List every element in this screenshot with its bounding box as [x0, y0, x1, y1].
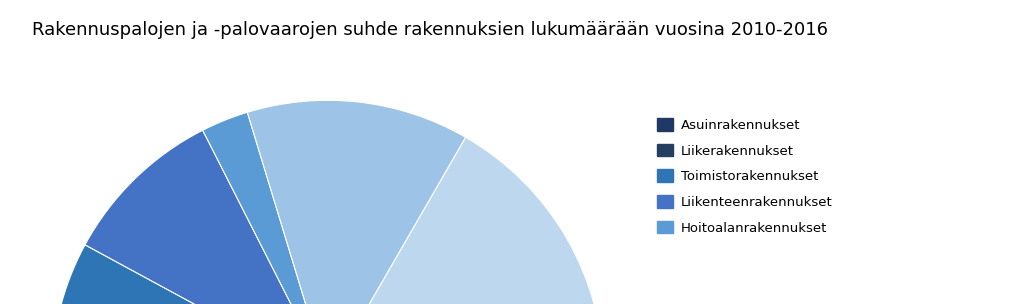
Wedge shape — [248, 100, 466, 304]
Wedge shape — [203, 112, 328, 304]
Wedge shape — [328, 137, 604, 304]
Text: Rakennuspalojen ja -palovaarojen suhde rakennuksien lukumäärään vuosina 2010-201: Rakennuspalojen ja -palovaarojen suhde r… — [32, 21, 828, 39]
Wedge shape — [85, 130, 328, 304]
Wedge shape — [56, 245, 328, 304]
Legend: Asuinrakennukset, Liikerakennukset, Toimistorakennukset, Liikenteenrakennukset, : Asuinrakennukset, Liikerakennukset, Toim… — [651, 113, 838, 240]
